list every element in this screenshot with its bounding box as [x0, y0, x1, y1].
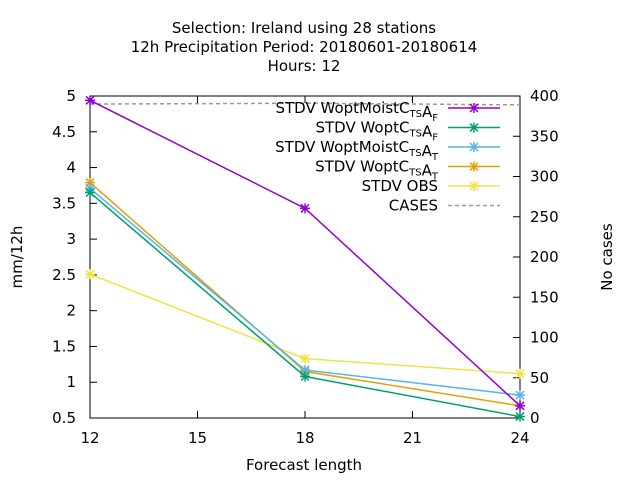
y2-tick-label: 350	[530, 127, 559, 145]
y-tick-label: 4	[66, 159, 76, 177]
series-point-0	[300, 203, 310, 214]
series-point-1	[300, 371, 310, 382]
x-tick-label: 18	[295, 429, 314, 447]
y2-tick-label: 50	[530, 369, 549, 387]
chart-title-line3: Hours: 12	[268, 57, 341, 75]
legend-marker-0	[469, 103, 479, 113]
y-tick-label: 2.5	[52, 266, 76, 284]
series-point-1	[515, 411, 525, 422]
x-tick-label: 21	[403, 429, 422, 447]
series-line-1	[89, 192, 521, 418]
y2-tick-label: 400	[530, 87, 559, 105]
y-tick-label: 2	[66, 302, 76, 320]
legend-label-5: CASES	[389, 197, 438, 215]
y-tick-label: 1	[66, 373, 76, 391]
y2-tick-label: 100	[530, 329, 559, 347]
y2-tick-label: 0	[530, 409, 540, 427]
x-axis-label: Forecast length	[246, 456, 362, 474]
series-point-0	[85, 95, 95, 106]
y-tick-label: 4.5	[52, 123, 76, 141]
y-tick-label: 1.5	[52, 337, 76, 355]
chart-title-line1: Selection: Ireland using 28 stations	[172, 19, 436, 37]
legend-marker-2	[469, 142, 479, 152]
y2-tick-label: 300	[530, 168, 559, 186]
legend-label-2: STDV WoptMoistCTSAT	[275, 138, 439, 163]
series-point-4	[85, 269, 95, 280]
legend-label-4: STDV OBS	[362, 177, 438, 195]
x-tick-label: 24	[510, 429, 529, 447]
series-point-2	[515, 390, 525, 401]
series-point-1	[85, 187, 95, 198]
legend-marker-3	[469, 161, 479, 172]
y-tick-label: 0.5	[52, 409, 76, 427]
y-tick-label: 5	[66, 87, 76, 105]
x-tick-label: 15	[188, 429, 207, 447]
legend-label-0: STDV WoptMoistCTSAF	[276, 99, 439, 124]
legend-label-1: STDV WoptCTSAF	[315, 119, 438, 144]
series-point-4	[515, 368, 525, 379]
y2-tick-label: 250	[530, 208, 559, 226]
y2-axis-label: No cases	[598, 223, 616, 291]
y-tick-label: 3.5	[52, 194, 76, 212]
y-tick-label: 3	[66, 230, 76, 248]
legend-label-3: STDV WoptCTSAT	[315, 158, 439, 183]
series-line-2	[89, 187, 521, 396]
chart-title-line2: 12h Precipitation Period: 20180601-20180…	[131, 38, 478, 56]
series-point-0	[515, 400, 525, 411]
legend-marker-4	[469, 181, 479, 191]
series-line-5	[89, 102, 521, 106]
x-tick-label: 12	[80, 429, 99, 447]
y2-tick-label: 150	[530, 288, 559, 306]
series-group	[85, 95, 525, 422]
legend-marker-1	[469, 122, 479, 133]
y2-tick-label: 200	[530, 248, 559, 266]
y-axis-label: mm/12h	[8, 226, 26, 289]
series-point-4	[300, 353, 310, 364]
